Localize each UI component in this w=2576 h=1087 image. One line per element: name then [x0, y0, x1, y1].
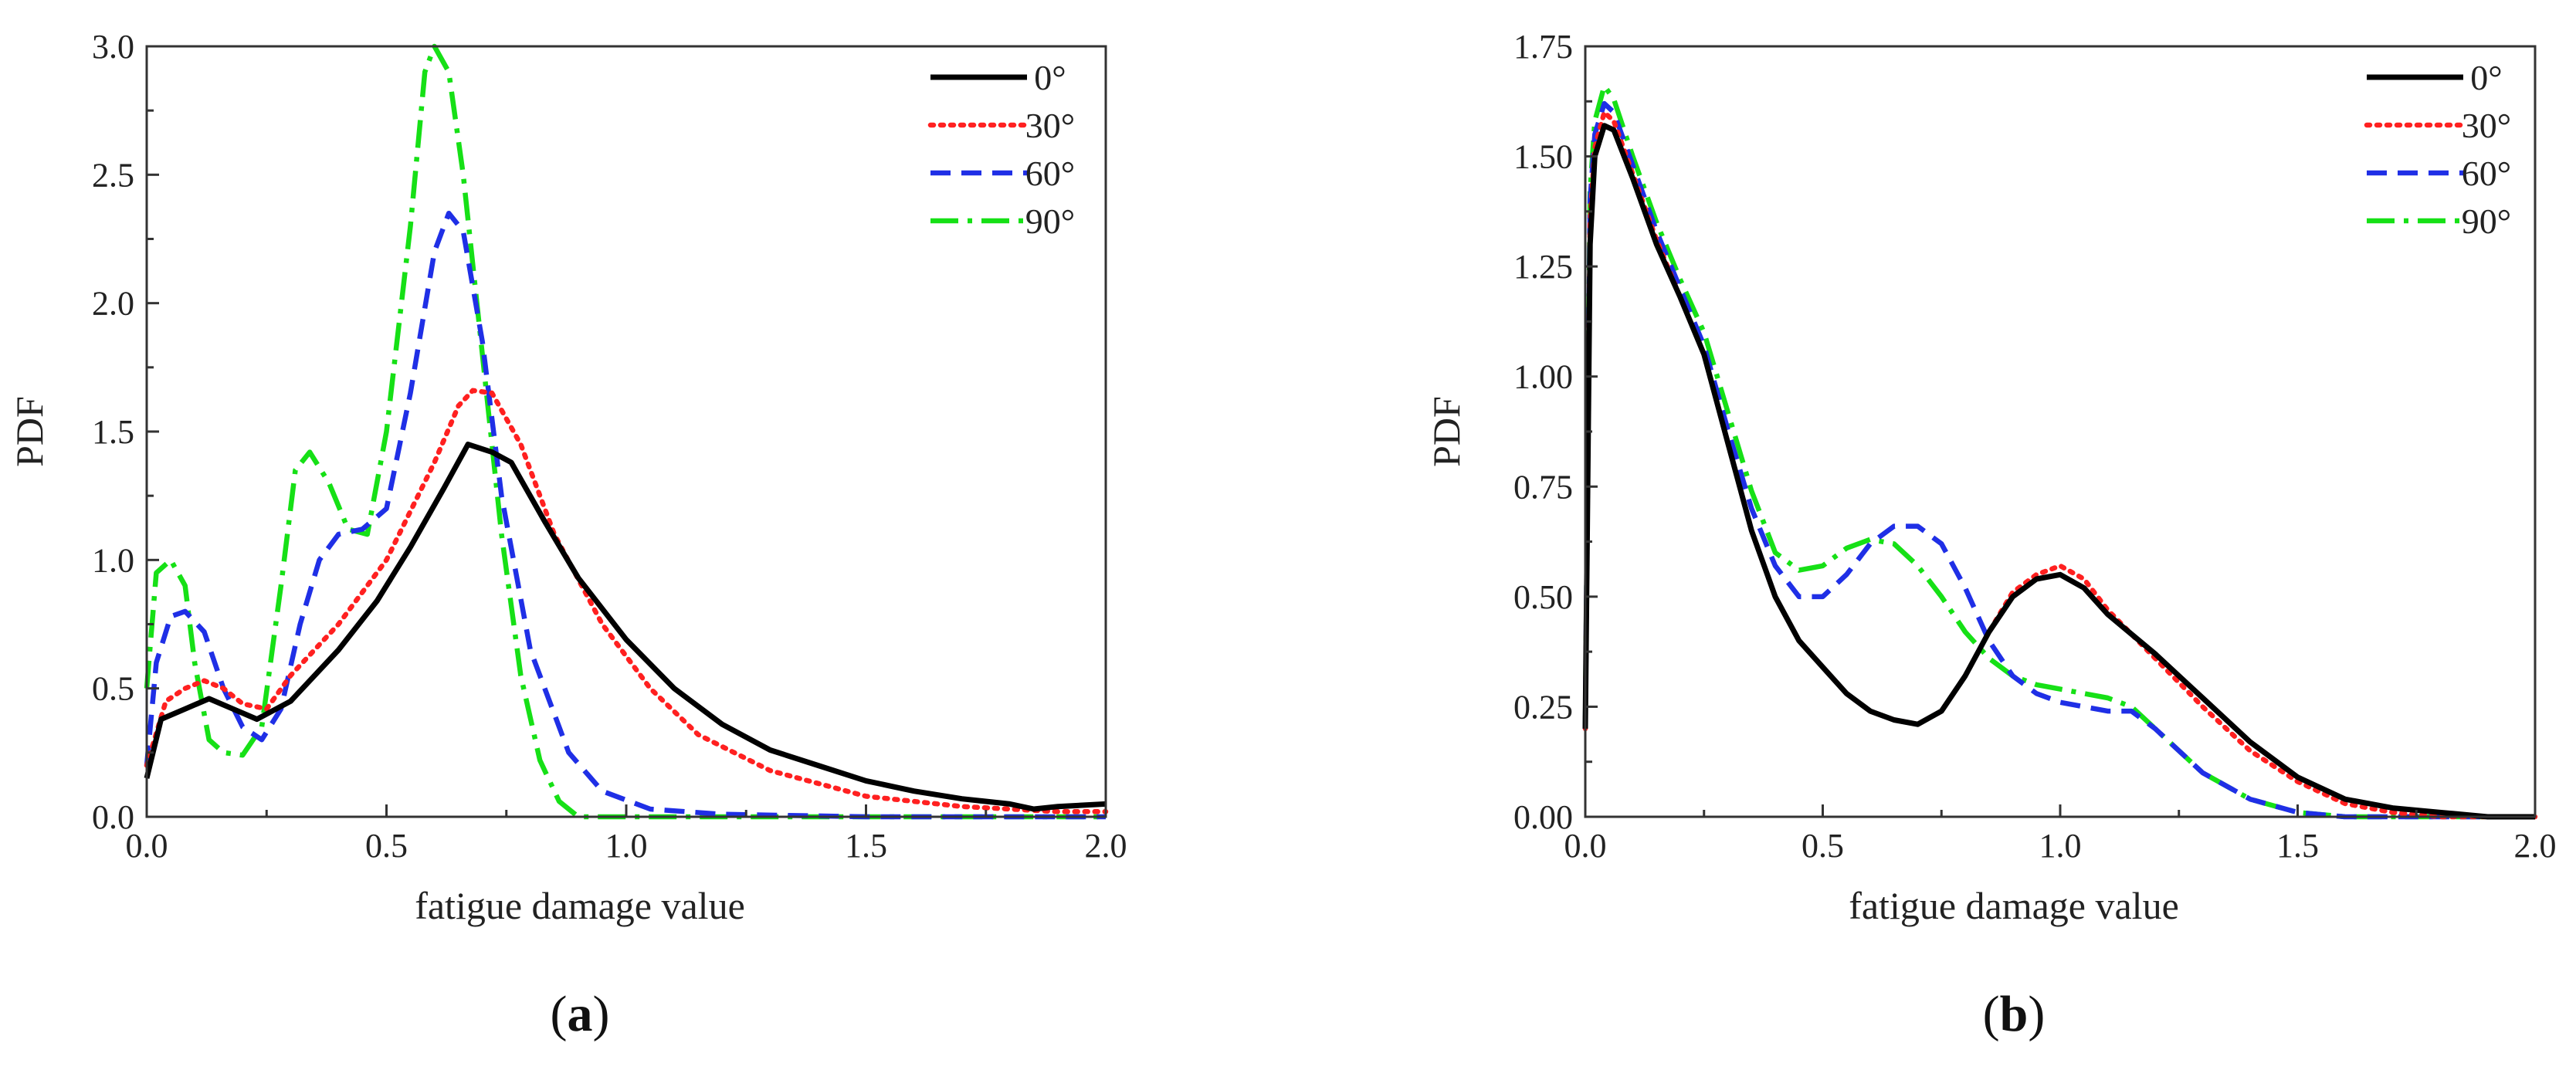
x-tick-label: 2.0: [2514, 827, 2557, 865]
y-tick-label: 2.0: [92, 285, 134, 323]
series-line-3: [144, 43, 1106, 820]
legend-label-2: 60°: [1025, 154, 1075, 193]
x-tick-label: 0.5: [1802, 827, 1844, 865]
y-tick-label: 1.75: [1513, 28, 1573, 66]
x-tick-label: 2.0: [1085, 827, 1127, 865]
series-line-0: [144, 442, 1107, 812]
series-line-2: [1582, 100, 2535, 820]
y-tick-label: 1.50: [1513, 138, 1573, 176]
legend-label-1: 30°: [1025, 106, 1075, 145]
x-tick-label: 1.0: [605, 827, 648, 865]
x-tick-label: 0.5: [365, 827, 408, 865]
legend-label-2: 60°: [2462, 154, 2511, 193]
y-tick-label: 1.00: [1513, 358, 1573, 396]
chart-panel-a: 0.0 0.5 1.0 1.5 2.0 0.0 0.5 1.0 1.5 2.0 2.5 3.0 fati…: [8, 28, 1127, 1042]
legend-label-0: 0°: [2470, 58, 2502, 97]
legend-label-0: 0°: [1034, 58, 1066, 97]
y-tick-label: 0.25: [1513, 688, 1573, 726]
y-tick-label: 2.5: [92, 156, 134, 194]
x-axis-label: fatigue damage value: [415, 884, 745, 927]
y-tick-label: 0.00: [1513, 798, 1573, 836]
legend: 0° 30° 60° 90°: [927, 58, 1075, 241]
legend-label-3: 90°: [1025, 201, 1075, 241]
series-line-2: [144, 210, 1106, 820]
y-axis-label: PDF: [8, 396, 51, 467]
y-tick-label: 1.25: [1513, 248, 1573, 286]
series-line-0: [1582, 123, 2535, 820]
legend: 0° 30° 60° 90°: [2364, 58, 2511, 241]
x-tick-label: 1.0: [2039, 827, 2082, 865]
y-tick-label: 1.0: [92, 541, 134, 579]
x-tick-label: 0.0: [1564, 827, 1607, 865]
y-tick-label: 0.75: [1513, 468, 1573, 506]
series-group: [144, 43, 1109, 820]
y-tick-label: 1.5: [92, 413, 134, 451]
series-line-1: [144, 388, 1109, 814]
legend-label-3: 90°: [2462, 201, 2511, 241]
y-tick-label: 0.5: [92, 670, 134, 708]
chart-panel-b: 0.0 0.5 1.0 1.5 2.0 0.00 0.25 0.50 0.75 1.00 1.25 1…: [1425, 28, 2557, 1042]
y-axis-label: PDF: [1425, 396, 1468, 467]
panel-label: (b): [1983, 986, 2046, 1042]
panel-label: (a): [551, 986, 610, 1042]
y-tick-label: 0.0: [92, 798, 134, 836]
y-tick-label: 0.50: [1513, 578, 1573, 616]
series-group: [1582, 83, 2538, 820]
x-tick-label: 1.5: [2276, 827, 2319, 865]
legend-label-1: 30°: [2462, 106, 2511, 145]
x-axis-label: fatigue damage value: [1849, 884, 2179, 927]
x-tick-label: 1.5: [845, 827, 887, 865]
y-tick-label: 3.0: [92, 28, 134, 66]
x-tick-label: 0.0: [126, 827, 168, 865]
